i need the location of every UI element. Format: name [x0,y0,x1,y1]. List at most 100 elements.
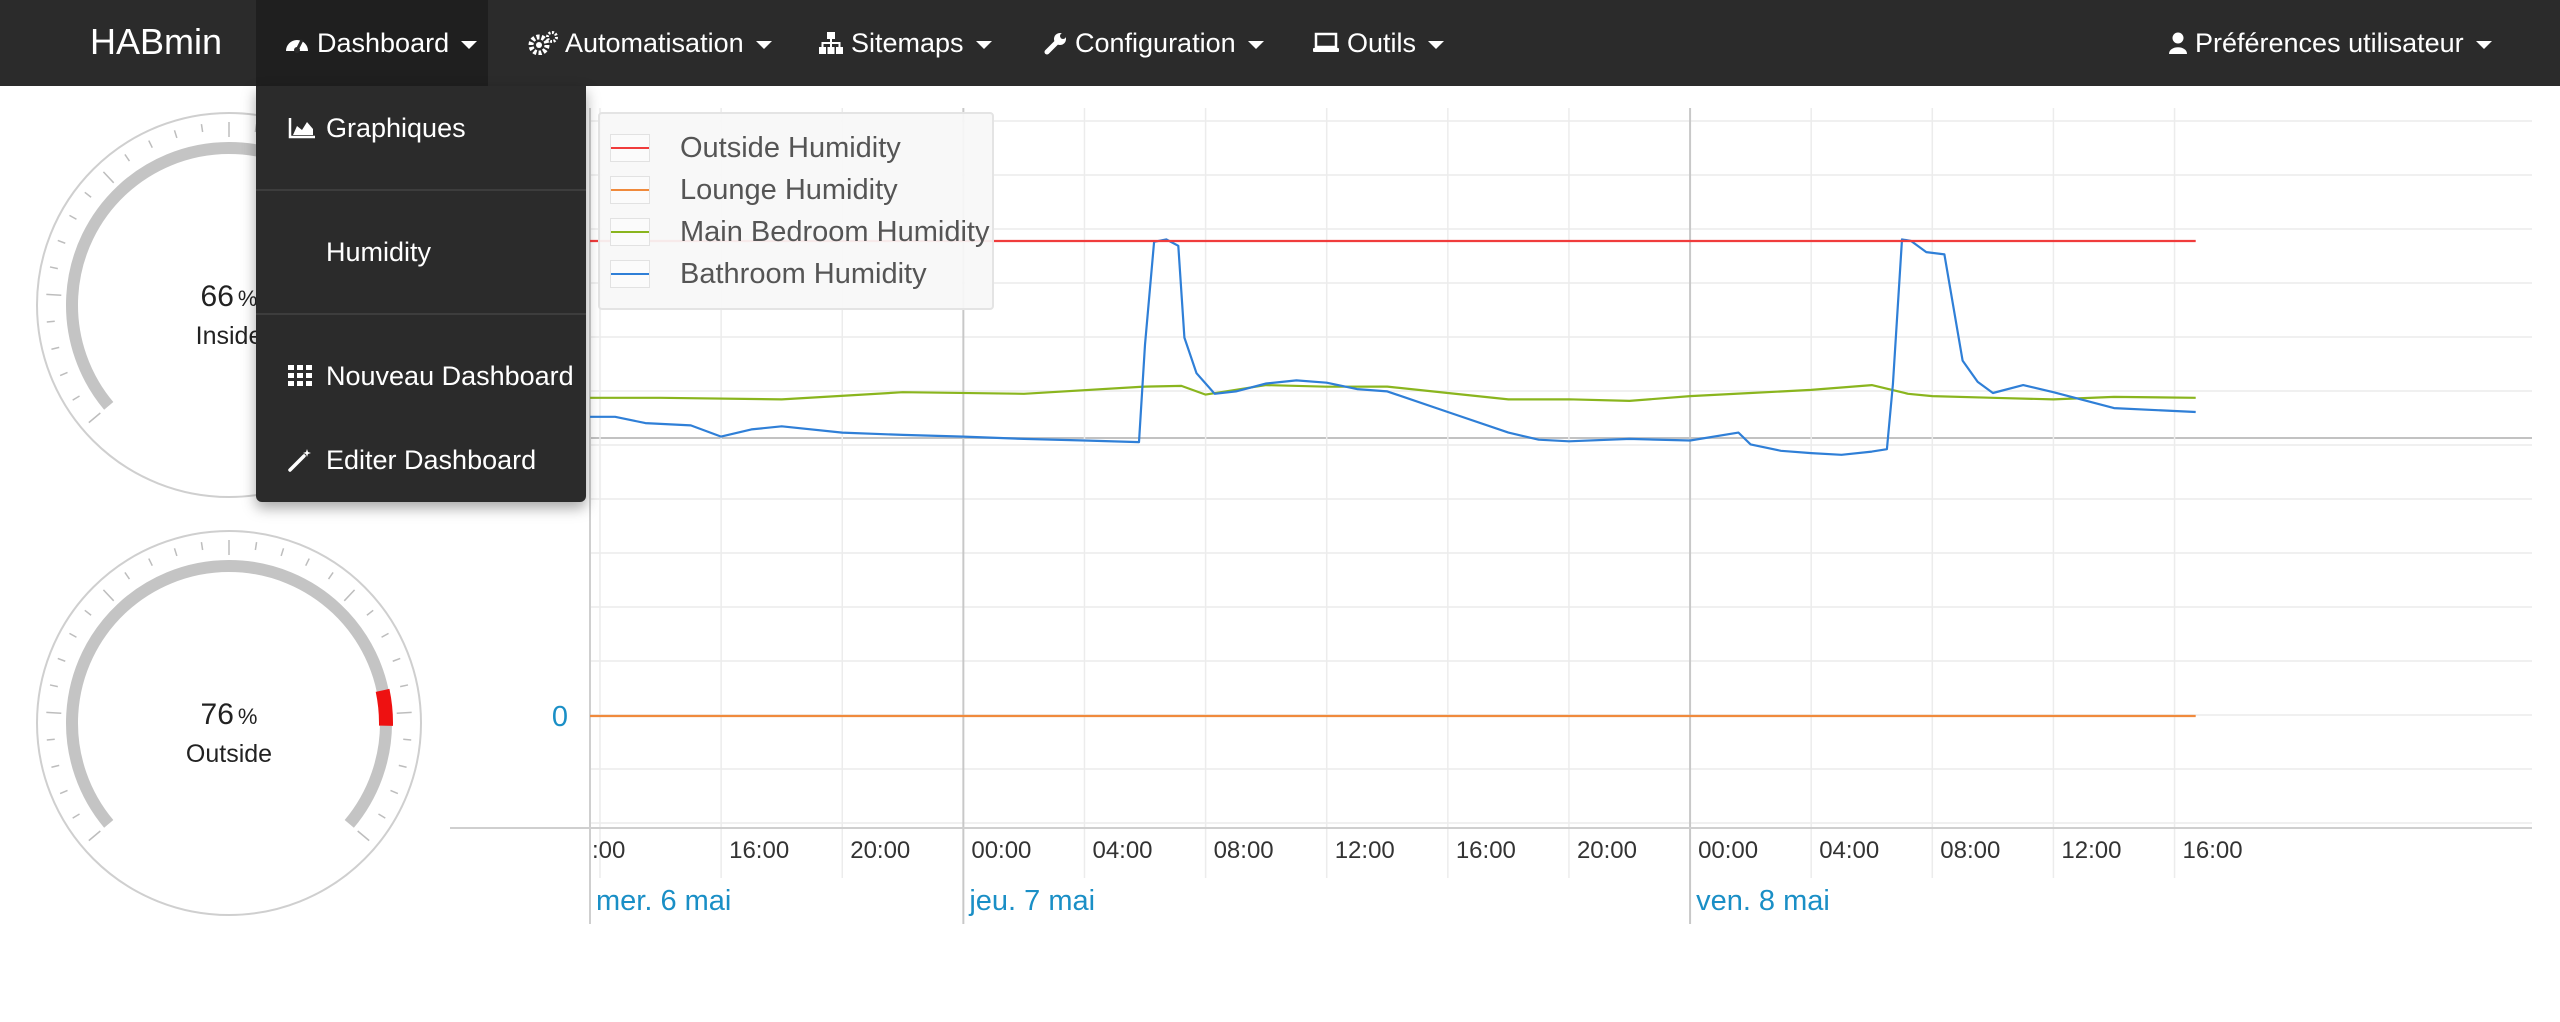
series-line-bathroom-humidity[interactable] [590,238,2196,456]
x-tick-label: 16:00 [1456,837,1516,864]
gauge-label: Inside [195,322,263,350]
user-menu-label: Préférences utilisateur [2195,27,2464,58]
chevron-down-icon [461,40,478,49]
menu-divider [256,313,586,315]
x-date-label: ven. 8 mai [1696,885,1830,917]
gauge-dial [36,530,422,916]
chart-plot-area: :00 16:00 20:00 00:00 04:00 08:00 12:00 16:00 20… [450,108,2532,924]
y-tick-label: 0 [552,701,568,733]
gauge-tick [72,395,80,401]
gauge-tick [46,711,62,714]
chevron-down-icon [755,40,772,49]
gauge-tick [396,711,412,714]
gauge-tick [69,632,77,638]
legend-label: Outside Humidity [680,131,901,164]
gauge-tick [46,293,62,296]
user-preferences-menu[interactable]: Préférences utilisateur [2168,0,2492,86]
nav-menu-label: Sitemaps [851,27,964,58]
gauge-tick [72,813,80,819]
gauge-value: 76% [200,698,258,731]
menu-item-label: Humidity [326,236,432,267]
menu-item-graphiques[interactable]: Graphiques [256,98,586,158]
gauge-tick [398,764,407,768]
gauge-tick [378,813,386,819]
gauge-tick [280,548,285,557]
menu-item-nouveau-dashboard[interactable]: Nouveau Dashboard [256,346,586,406]
legend-swatch [610,260,650,288]
humidity-line-chart[interactable]: :00 16:00 20:00 00:00 04:00 08:00 12:00 16:00 20… [0,86,2560,1022]
legend-item-lounge[interactable]: Lounge Humidity [610,170,898,210]
x-tick-label: 04:00 [1819,837,1879,864]
nav-menu-outils[interactable]: Outils [1312,0,1445,86]
nav-menu-label: Dashboard [317,27,450,58]
gauge-tick [102,171,115,184]
nav-menu-label: Automatisation [565,27,744,58]
gauge-bezel [36,530,422,916]
nav-menu-label: Configuration [1075,27,1236,58]
legend-item-main-bedroom[interactable]: Main Bedroom Humidity [610,212,989,252]
chevron-down-icon [2475,40,2492,49]
gauge-tick [148,558,153,567]
area-chart-icon [288,117,316,139]
gauge-tick [57,239,66,244]
series-line-main-bedroom-humidity[interactable] [590,384,2196,402]
gauge-tick [357,830,370,842]
menu-item-editer-dashboard[interactable]: Editer Dashboard [256,430,586,490]
menu-item-label: Graphiques [326,112,466,143]
x-tick-label: 12:00 [1335,837,1395,864]
nav-menu-label: Outils [1347,27,1417,58]
gauge-tick [88,412,101,424]
x-tick-label: 00:00 [1698,837,1758,864]
gauge-tick [124,572,131,580]
user-icon [2168,31,2188,55]
app-brand[interactable]: HABmin [90,21,223,62]
gauge-tick [51,764,60,768]
x-tick-label: 16:00 [729,837,789,864]
x-tick-label: 20:00 [1577,837,1637,864]
gauge-tick [327,572,334,580]
gauge-tick [46,320,55,323]
top-navbar: HABmin Dashboard Automatisation Sitemaps… [0,0,2560,86]
gauge-tick [49,684,58,688]
nav-menu-dashboard[interactable]: Dashboard [256,0,488,86]
gauge-alert-zone [375,688,393,726]
gauge-tick [390,789,399,795]
nav-menu-configuration[interactable]: Configuration [1044,0,1264,86]
gauge-tick [173,548,178,557]
x-date-label: mer. 6 mai [596,885,731,917]
menu-item-label: Editer Dashboard [326,444,537,475]
wrench-icon [1044,31,1068,55]
gauge-tick [173,130,178,139]
menu-item-humidity[interactable]: Humidity [256,222,586,282]
legend-label: Main Bedroom Humidity [680,215,990,248]
gauge-tick [400,684,409,688]
x-tick-label: 16:00 [2183,837,2243,864]
legend-item-bathroom[interactable]: Bathroom Humidity [610,254,927,294]
gauge-tick [124,154,131,162]
gauge-tick [102,589,115,602]
legend-label: Bathroom Humidity [680,257,927,290]
gears-icon [528,31,558,55]
legend-swatch [610,176,650,204]
gauge-tick [200,123,204,133]
legend-item-outside[interactable]: Outside Humidity [610,128,901,168]
gauge-tick [343,589,356,602]
gauge-tick [200,541,204,551]
legend-swatch [610,218,650,246]
nav-menu-sitemaps[interactable]: Sitemaps [818,0,992,86]
chevron-down-icon [1247,40,1264,49]
x-tick-label: 12:00 [2061,837,2121,864]
menu-divider [256,189,586,191]
gauge-label: Outside [185,740,273,768]
dashboard-icon [284,31,310,55]
x-tick-label: 20:00 [850,837,910,864]
gauge-tick [51,346,60,350]
chart-legend: Outside Humidity Lounge Humidity Main Be… [598,112,994,310]
gauge-tick [403,738,412,741]
gauge-tick [49,266,58,270]
nav-menu-automatisation[interactable]: Automatisation [528,0,772,86]
gauge-tick [69,214,77,220]
gauge-tick [59,371,68,377]
gauge-outside: 76% Outside [34,528,424,918]
x-tick-label: 04:00 [1092,837,1152,864]
